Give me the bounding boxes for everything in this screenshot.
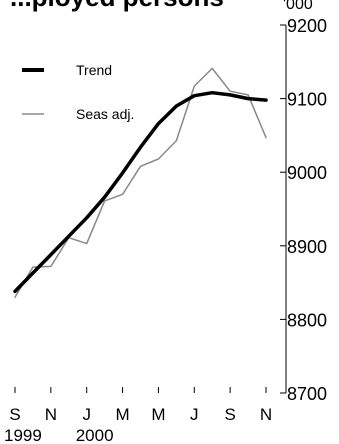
y-tick-label: 8700 [287, 384, 327, 404]
legend: Trend Seas adj. [22, 62, 134, 122]
series-line-trend [13, 90, 268, 294]
x-tick-label: J [82, 405, 91, 424]
legend-label-seas-adj: Seas adj. [76, 106, 134, 122]
chart-title: ...ployed persons [10, 0, 224, 12]
y-axis-unit: '000 [283, 0, 313, 13]
series-layer [13, 67, 268, 299]
y-axis: 8700 8800 8900 9000 9100 9200 [280, 16, 327, 404]
x-tick-label: N [260, 405, 272, 424]
y-tick-label: 8800 [287, 310, 327, 330]
x-tick-label: S [224, 405, 235, 424]
x-tick-label: J [190, 405, 199, 424]
y-tick-label: 8900 [287, 237, 327, 257]
legend-label-trend: Trend [76, 62, 112, 78]
x-tick-label: M [151, 405, 165, 424]
series-line-seas-adj [14, 67, 267, 299]
y-tick-label: 9000 [287, 163, 327, 183]
x-year-label: 2000 [76, 426, 114, 444]
y-tick-label: 9100 [287, 90, 327, 110]
x-tick-label: M [115, 405, 129, 424]
y-tick-label: 9200 [287, 16, 327, 36]
x-year-label: 1999 [4, 426, 42, 444]
x-tick-label: N [45, 405, 57, 424]
x-tick-label: S [9, 405, 20, 424]
